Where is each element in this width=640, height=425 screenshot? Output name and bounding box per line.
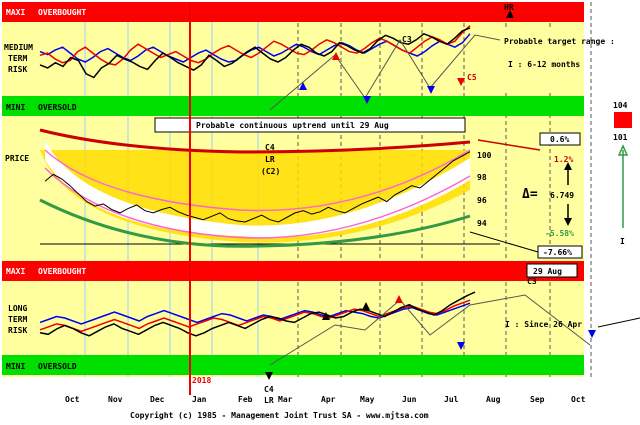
price-pink-lower: [44, 167, 471, 239]
side-scale-red-box: [614, 112, 632, 128]
long-term-risk-label-3: RISK: [8, 326, 27, 335]
medium-marker-c3: C3: [402, 35, 412, 44]
medium-red-line: [39, 25, 471, 66]
month-label-jul: Jul: [444, 395, 459, 404]
side-scale-top: 104: [613, 101, 628, 110]
delta-symbol: Δ=: [522, 187, 538, 202]
oversold-band-top: [2, 96, 584, 116]
target-title: Probable target range :: [504, 37, 615, 46]
since-text: I : Since 26 Apr: [505, 319, 582, 329]
hr-up-triangle: [506, 10, 514, 18]
month-label-dec: Dec: [150, 395, 165, 404]
medium-blue-down-triangle-2: [427, 86, 435, 94]
side-green-arrowhead: [617, 144, 629, 156]
long-marker-c3: C3: [527, 277, 537, 286]
since-pointer: [597, 317, 640, 328]
date-box: [526, 263, 578, 278]
medium-blue-down-triangle-1: [363, 96, 371, 104]
side-scale-bottom: 101: [613, 133, 628, 142]
price-pink-upper: [44, 149, 471, 212]
month-axis-labels: Oct Nov Dec Jan Feb Mar Apr May Jun Jul Aug Sep Oct: [65, 395, 586, 404]
oversold-label-top: OVERSOLD: [38, 103, 77, 112]
delta-arrowhead-up: [564, 162, 572, 170]
month-label-jan: Jan: [192, 395, 207, 404]
long-black-down-triangle: [265, 372, 273, 380]
price-label: PRICE: [5, 154, 29, 163]
long-marker-lr: LR: [264, 396, 274, 405]
medium-marker-c5: C5: [467, 73, 477, 82]
maxi-band-bottom: [2, 261, 584, 281]
maxi-band-top: [2, 2, 584, 22]
maxi-label-top: MAXI: [6, 8, 25, 17]
delta-arrowhead-down: [564, 218, 572, 226]
target-box: [500, 30, 580, 90]
month-label-apr: Apr: [321, 395, 336, 404]
medium-marker-hr: HR: [504, 3, 514, 12]
oversold-label-bottom: OVERSOLD: [38, 362, 77, 371]
price-tick-96: 96: [477, 196, 487, 205]
top-pct-label: 0.6%: [550, 135, 569, 144]
mini-label-top: MINI: [6, 103, 25, 112]
medium-blue-up-triangle: [299, 82, 307, 90]
mini-label-bottom: MINI: [6, 362, 25, 371]
month-label-jun: Jun: [402, 395, 417, 404]
green-pct-label: -5.58%: [545, 229, 574, 238]
banner-text: Probable continuous uptrend until 29 Aug: [196, 120, 389, 130]
long-marker-c4: C4: [264, 385, 274, 394]
long-cycle-zigzag: [269, 294, 591, 366]
medium-black-line: [39, 27, 471, 79]
maxi-label-bottom: MAXI: [6, 267, 25, 276]
medium-term-risk-label-1: MEDIUM: [4, 43, 33, 52]
price-marker-c4: C4: [265, 143, 275, 152]
month-label-sep: Sep: [530, 395, 545, 404]
month-label-mar: Mar: [278, 395, 293, 404]
bottom-pointer: [469, 231, 539, 253]
price-marker-c2: (C2): [261, 167, 280, 176]
month-label-feb: Feb: [238, 395, 253, 404]
medium-red-down-triangle: [457, 78, 465, 86]
price-white-channel: [45, 140, 470, 238]
target-text: I : 6-12 months: [508, 60, 580, 69]
month-label-may: May: [360, 395, 375, 404]
red-pct-label: 1.2%: [554, 155, 573, 164]
overbought-label-top: OVERBOUGHT: [38, 8, 86, 17]
price-tick-100: 100: [477, 151, 492, 160]
red-pointer: [477, 139, 541, 151]
month-label-oct: Oct: [65, 395, 80, 404]
long-blue-down-triangle: [457, 342, 465, 350]
price-red-envelope: [39, 128, 471, 154]
long-red-up-triangle: [395, 295, 403, 303]
price-series-line: [44, 151, 471, 223]
month-label-nov: Nov: [108, 395, 123, 404]
month-label-aug: Aug: [486, 395, 501, 404]
long-term-risk-label-2: TERM: [8, 315, 27, 324]
delta-value: 6.749: [550, 191, 574, 200]
medium-term-risk-label-3: RISK: [8, 65, 27, 74]
long-black-up-triangle-1: [322, 312, 330, 320]
medium-term-risk-label-2: TERM: [8, 54, 27, 63]
copyright-text: Copyright (c) 1985 - Management Joint Tr…: [130, 410, 429, 420]
long-blue-line: [39, 302, 471, 325]
banner-box: [154, 117, 466, 133]
price-tick-98: 98: [477, 173, 487, 182]
year-label: 2018: [192, 376, 211, 385]
price-tick-94: 94: [477, 219, 487, 228]
bottom-pct-label: -7.66%: [543, 248, 572, 257]
long-black-up-triangle-2: [362, 302, 370, 310]
long-blue-down-triangle-2: [588, 330, 596, 338]
top-pct-box: [539, 132, 581, 146]
overbought-label-bottom: OVERBOUGHT: [38, 267, 86, 276]
oversold-band-bottom: [2, 355, 584, 375]
price-green-envelope: [39, 198, 471, 248]
medium-red-up-triangle: [332, 52, 340, 60]
long-black-line: [39, 291, 476, 337]
date-box-label: 29 Aug: [533, 267, 562, 276]
long-term-risk-label-1: LONG: [8, 304, 27, 313]
price-marker-lr: LR: [265, 155, 275, 164]
month-label-oct: Oct: [571, 395, 586, 404]
side-scale-i: I: [620, 237, 625, 246]
